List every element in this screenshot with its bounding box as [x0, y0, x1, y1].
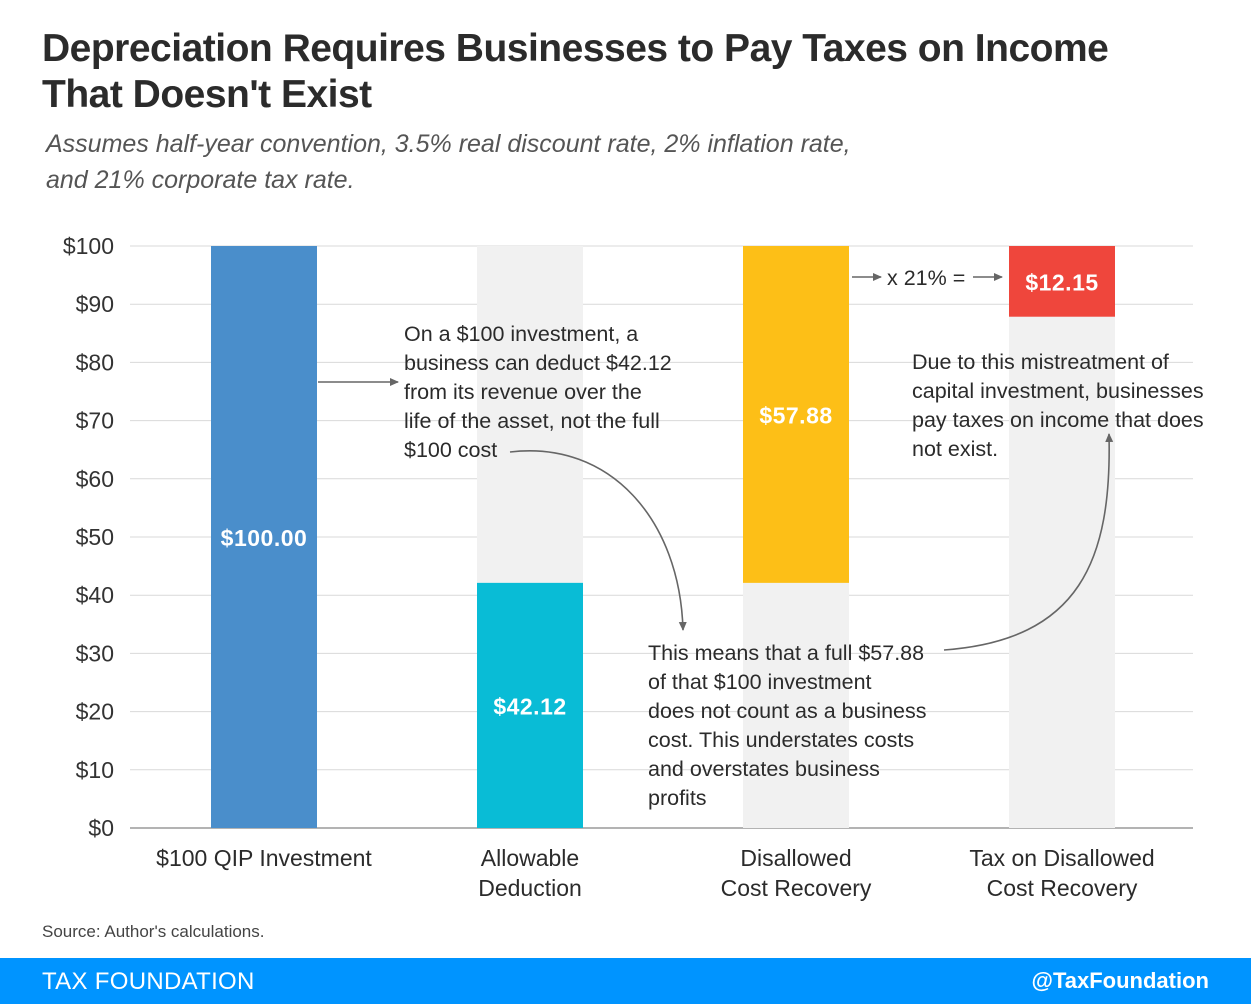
y-tick-label: $0 — [88, 815, 114, 841]
bar-value-label: $100.00 — [221, 525, 308, 551]
chart-subtitle: Assumes half-year convention, 3.5% real … — [46, 126, 1046, 198]
bar — [211, 246, 317, 828]
x-category-label: Tax on Disallowed — [969, 845, 1154, 871]
footer-handle[interactable]: @TaxFoundation — [1031, 968, 1209, 993]
annotation-disallowed: This means that a full $57.88 of that $10… — [648, 641, 927, 810]
x-category-label: Allowable — [481, 845, 579, 871]
x-category-label: $100 QIP Investment — [156, 845, 372, 871]
y-tick-label: $90 — [76, 291, 114, 317]
arrow-curve-to-tax-note — [943, 433, 1114, 651]
y-tick-label: $80 — [76, 349, 114, 375]
y-tick-label: $60 — [76, 466, 114, 492]
y-tick-label: $40 — [76, 582, 114, 608]
annotation-deduction: On a $100 investment, a business can dedu… — [404, 322, 672, 462]
arrow-curve-to-disallowed-note — [509, 450, 687, 631]
x-category-label: Disallowed — [740, 845, 851, 871]
bar-value-label: $42.12 — [493, 693, 566, 719]
bar-background — [1009, 246, 1115, 828]
footer-bar: TAX FOUNDATION @TaxFoundation — [0, 958, 1251, 1004]
bar — [477, 582, 583, 828]
chart-title: Depreciation Requires Businesses to Pay … — [42, 26, 1222, 118]
source-note: Source: Author's calculations. — [42, 922, 265, 941]
bar — [743, 246, 849, 583]
bar-chart: $0 $10 $20 $30 $40 $50 $60 $70 $80 $90 $100 $100.00… — [63, 233, 1204, 901]
bar — [1009, 246, 1115, 317]
y-tick-label: $70 — [76, 408, 114, 434]
bar-value-label: $57.88 — [759, 402, 832, 428]
x-category-label: Cost Recovery — [721, 875, 872, 901]
y-tick-label: $30 — [76, 640, 114, 666]
subtitle-line-2: and 21% corporate tax rate. — [46, 166, 355, 194]
x-category-label: Cost Recovery — [987, 875, 1138, 901]
y-tick-label: $100 — [63, 233, 114, 259]
title-line-2: That Doesn't Exist — [42, 73, 372, 116]
title-line-1: Depreciation Requires Businesses to Pay … — [42, 27, 1109, 70]
y-tick-label: $20 — [76, 699, 114, 725]
y-tick-label: $10 — [76, 757, 114, 783]
footer-brand: TAX FOUNDATION — [42, 968, 255, 995]
bar-value-label: $12.15 — [1025, 269, 1098, 295]
annotation-multiplier: x 21% = — [887, 266, 965, 290]
x-category-label: Deduction — [478, 875, 582, 901]
subtitle-line-1: Assumes half-year convention, 3.5% real … — [46, 130, 851, 158]
y-tick-label: $50 — [76, 524, 114, 550]
annotation-tax: Due to this mistreatment of capital inves… — [912, 350, 1204, 461]
